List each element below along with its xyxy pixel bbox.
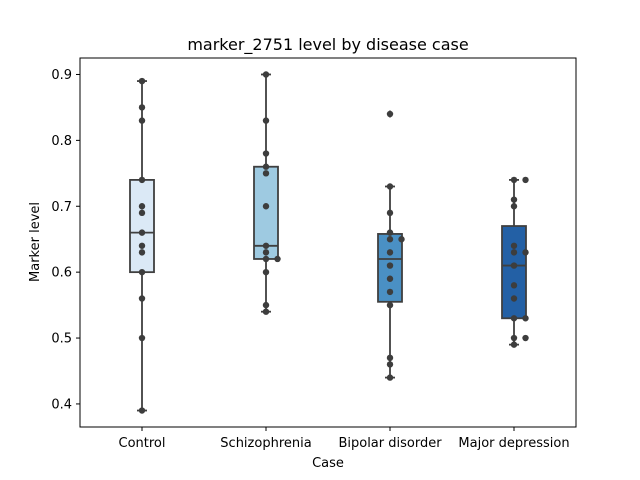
x-tick-label: Major depression bbox=[458, 436, 569, 451]
data-point bbox=[386, 288, 394, 296]
data-point bbox=[262, 163, 270, 170]
data-point bbox=[386, 229, 394, 236]
data-point bbox=[386, 262, 394, 269]
x-axis-label: Case bbox=[312, 456, 344, 471]
data-point bbox=[138, 334, 146, 342]
data-point bbox=[386, 374, 394, 381]
data-point bbox=[510, 176, 518, 184]
data-point bbox=[262, 249, 270, 256]
box-control bbox=[129, 80, 155, 412]
data-point bbox=[386, 249, 394, 256]
data-point bbox=[386, 236, 394, 243]
data-point bbox=[510, 196, 518, 203]
x-tick-label: Bipolar disorder bbox=[338, 436, 442, 451]
box-iqr bbox=[129, 179, 155, 274]
data-point bbox=[138, 203, 146, 210]
data-point bbox=[386, 275, 394, 282]
data-point bbox=[386, 209, 394, 217]
y-tick-label: 0.7 bbox=[51, 200, 72, 215]
y-tick-label: 0.6 bbox=[51, 266, 72, 281]
data-point bbox=[386, 354, 394, 362]
data-point bbox=[262, 301, 270, 309]
points-layer bbox=[138, 71, 529, 414]
data-point bbox=[262, 117, 270, 124]
data-point bbox=[510, 282, 518, 289]
data-point bbox=[262, 255, 270, 263]
data-point bbox=[510, 249, 518, 256]
data-point bbox=[510, 203, 518, 210]
data-point bbox=[386, 110, 394, 118]
data-point bbox=[262, 150, 270, 157]
data-point bbox=[510, 341, 518, 348]
data-point bbox=[510, 295, 518, 302]
data-point bbox=[522, 334, 529, 342]
data-point bbox=[510, 334, 518, 342]
data-point bbox=[510, 315, 518, 322]
data-point bbox=[398, 236, 405, 243]
data-point bbox=[386, 183, 394, 190]
y-axis: 0.4 0.5 0.6 0.7 0.8 0.9 bbox=[51, 68, 80, 412]
data-point bbox=[138, 407, 146, 414]
data-point bbox=[386, 361, 394, 368]
data-point bbox=[138, 176, 146, 184]
box-bipolar-disorder bbox=[377, 110, 403, 379]
data-point bbox=[262, 242, 270, 249]
y-tick-label: 0.4 bbox=[51, 397, 72, 412]
y-tick-label: 0.5 bbox=[51, 332, 72, 347]
box-schizophrenia bbox=[253, 73, 279, 313]
data-point bbox=[262, 268, 270, 276]
data-point bbox=[262, 170, 270, 177]
data-point bbox=[386, 301, 394, 309]
x-tick-label: Schizophrenia bbox=[220, 436, 311, 451]
data-point bbox=[522, 315, 529, 322]
data-point bbox=[522, 249, 529, 256]
data-point bbox=[138, 242, 146, 249]
data-point bbox=[138, 104, 146, 111]
y-tick-label: 0.9 bbox=[51, 68, 72, 83]
data-point bbox=[510, 242, 518, 249]
boxes-layer bbox=[129, 73, 527, 412]
data-point bbox=[262, 203, 270, 210]
data-point bbox=[138, 229, 146, 236]
data-point bbox=[138, 295, 146, 302]
data-point bbox=[138, 249, 146, 256]
data-point bbox=[138, 268, 146, 276]
y-axis-label: Marker level bbox=[28, 202, 43, 282]
x-tick-label: Control bbox=[119, 436, 166, 451]
data-point bbox=[510, 262, 518, 269]
chart-title: marker_2751 level by disease case bbox=[187, 35, 468, 55]
data-point bbox=[262, 71, 270, 78]
plot-area-frame bbox=[79, 57, 577, 428]
y-tick-label: 0.8 bbox=[51, 134, 72, 149]
data-point bbox=[138, 77, 146, 85]
data-point bbox=[138, 209, 146, 217]
data-point bbox=[522, 176, 529, 184]
data-point bbox=[262, 308, 270, 315]
data-point bbox=[138, 117, 146, 124]
x-axis: Control Schizophrenia Bipolar disorder Majo… bbox=[119, 427, 570, 451]
box-iqr bbox=[501, 225, 527, 320]
data-point bbox=[274, 255, 281, 263]
